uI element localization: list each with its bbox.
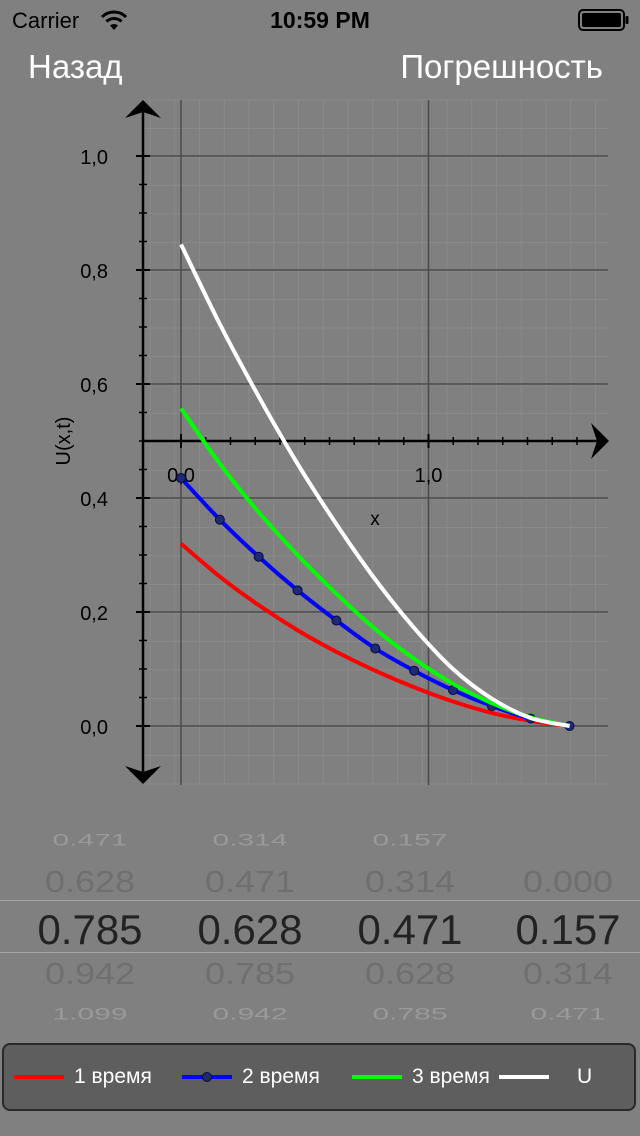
y-tick-label: 0,2 <box>80 603 108 625</box>
y-tick-label: 0,4 <box>80 489 108 511</box>
legend-label: 3 время <box>412 1065 490 1088</box>
picker-row[interactable]: 0.942 0.785 0.628 0.314 <box>0 956 640 999</box>
legend-label: U <box>577 1065 593 1088</box>
series-point-2 <box>214 514 225 525</box>
series-point-2 <box>331 615 342 626</box>
y-tick-label: 0,8 <box>80 261 108 283</box>
y-tick-label: 0,0 <box>80 717 108 739</box>
series-point-2 <box>176 473 186 484</box>
picker-row[interactable]: 0.628 0.471 0.314 0.000 <box>0 864 640 907</box>
error-button[interactable]: Погрешность <box>400 48 603 85</box>
picker-cell[interactable]: 0.942 <box>212 1005 288 1024</box>
back-button[interactable]: Назад <box>28 48 123 85</box>
picker-cell[interactable]: 0.314 <box>364 863 456 899</box>
y-axis-arrow-down <box>125 766 161 784</box>
picker-cell[interactable]: 0.628 <box>197 906 303 953</box>
picker-cell[interactable]: 0.942 <box>44 955 136 991</box>
legend: 1 время 2 время 3 время U <box>2 1043 636 1111</box>
picker-row[interactable]: 1.099 0.942 0.785 0.471 <box>0 1005 640 1030</box>
picker-cell[interactable]: 0.785 <box>204 955 296 991</box>
legend-swatch <box>182 1072 232 1082</box>
picker-cell[interactable]: 0.628 <box>364 955 456 991</box>
x-axis-arrow <box>591 423 609 459</box>
series-point-2 <box>409 665 420 676</box>
picker-cell[interactable]: 1.099 <box>52 1005 128 1024</box>
picker-cell[interactable]: 0.314 <box>522 955 614 991</box>
picker-cell[interactable]: 0.471 <box>530 1005 606 1024</box>
series-line-4 <box>179 243 570 728</box>
picker-selection-top <box>0 900 640 901</box>
picker-row[interactable]: 0.471 0.314 0.157 <box>0 831 640 859</box>
legend-swatch <box>352 1075 402 1079</box>
picker-cell[interactable]: 0.157 <box>372 831 448 850</box>
battery-icon <box>578 9 630 36</box>
series-point-2 <box>292 585 303 596</box>
series-point-2 <box>370 643 381 654</box>
status-bar: Carrier 10:59 PM <box>0 0 640 40</box>
y-axis-arrow-up <box>125 100 161 118</box>
value-picker[interactable]: 0.471 0.314 0.157 0.628 0.471 0.314 0.000 0.785… <box>0 820 640 1030</box>
y-tick-label: 0,6 <box>80 375 108 397</box>
picker-cell[interactable]: 0.000 <box>522 863 614 899</box>
legend-label: 1 время <box>74 1065 152 1088</box>
wifi-icon <box>100 9 128 36</box>
picker-cell[interactable]: 0.314 <box>212 831 288 850</box>
series-line-1 <box>179 542 570 728</box>
picker-cell[interactable]: 0.785 <box>372 1005 448 1024</box>
x-tick-label: 1,0 <box>415 465 443 487</box>
series-point-2 <box>253 551 264 562</box>
legend-swatch <box>499 1075 549 1079</box>
picker-cell[interactable]: 0.628 <box>44 863 136 899</box>
clock: 10:59 PM <box>270 7 370 33</box>
picker-cell[interactable]: 0.471 <box>52 831 128 850</box>
picker-selection-bottom <box>0 952 640 953</box>
picker-row[interactable]: 0.785 0.628 0.471 0.157 <box>0 906 640 956</box>
series-line-3 <box>179 407 571 728</box>
picker-cell[interactable]: 0.785 <box>37 906 143 953</box>
chart[interactable]: 0,00,20,40,60,81,00,01,0 x U(x,t) <box>0 0 640 800</box>
picker-cell[interactable]: 0.471 <box>357 906 463 953</box>
legend-label: 2 время <box>242 1065 320 1088</box>
legend-swatch <box>14 1075 64 1079</box>
picker-cell[interactable]: 0.471 <box>204 863 296 899</box>
y-tick-label: 1,0 <box>80 147 108 169</box>
carrier-label: Carrier <box>12 8 80 33</box>
x-axis-label: x <box>370 509 380 530</box>
picker-cell[interactable]: 0.157 <box>515 906 621 953</box>
y-axis-label: U(x,t) <box>53 417 75 466</box>
